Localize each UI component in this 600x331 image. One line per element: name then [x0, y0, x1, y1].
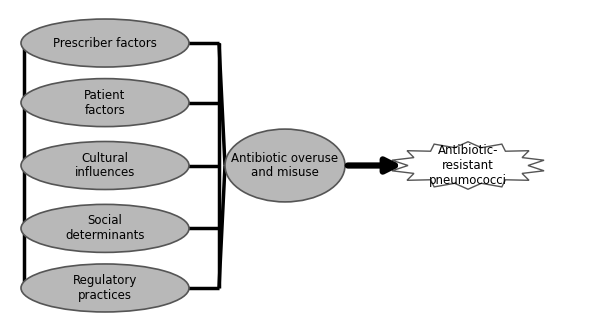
- Ellipse shape: [21, 204, 189, 252]
- Text: Antibiotic overuse
and misuse: Antibiotic overuse and misuse: [232, 152, 338, 179]
- Text: Prescriber factors: Prescriber factors: [53, 36, 157, 50]
- Polygon shape: [392, 142, 544, 189]
- Ellipse shape: [225, 129, 345, 202]
- Ellipse shape: [21, 79, 189, 127]
- Text: Social
determinants: Social determinants: [65, 214, 145, 242]
- Text: Cultural
influences: Cultural influences: [75, 152, 135, 179]
- Ellipse shape: [21, 19, 189, 67]
- Ellipse shape: [21, 142, 189, 189]
- Ellipse shape: [21, 264, 189, 312]
- Text: Patient
factors: Patient factors: [85, 89, 125, 117]
- Text: Antibiotic-
resistant
pneumococci: Antibiotic- resistant pneumococci: [429, 144, 507, 187]
- Text: Regulatory
practices: Regulatory practices: [73, 274, 137, 302]
